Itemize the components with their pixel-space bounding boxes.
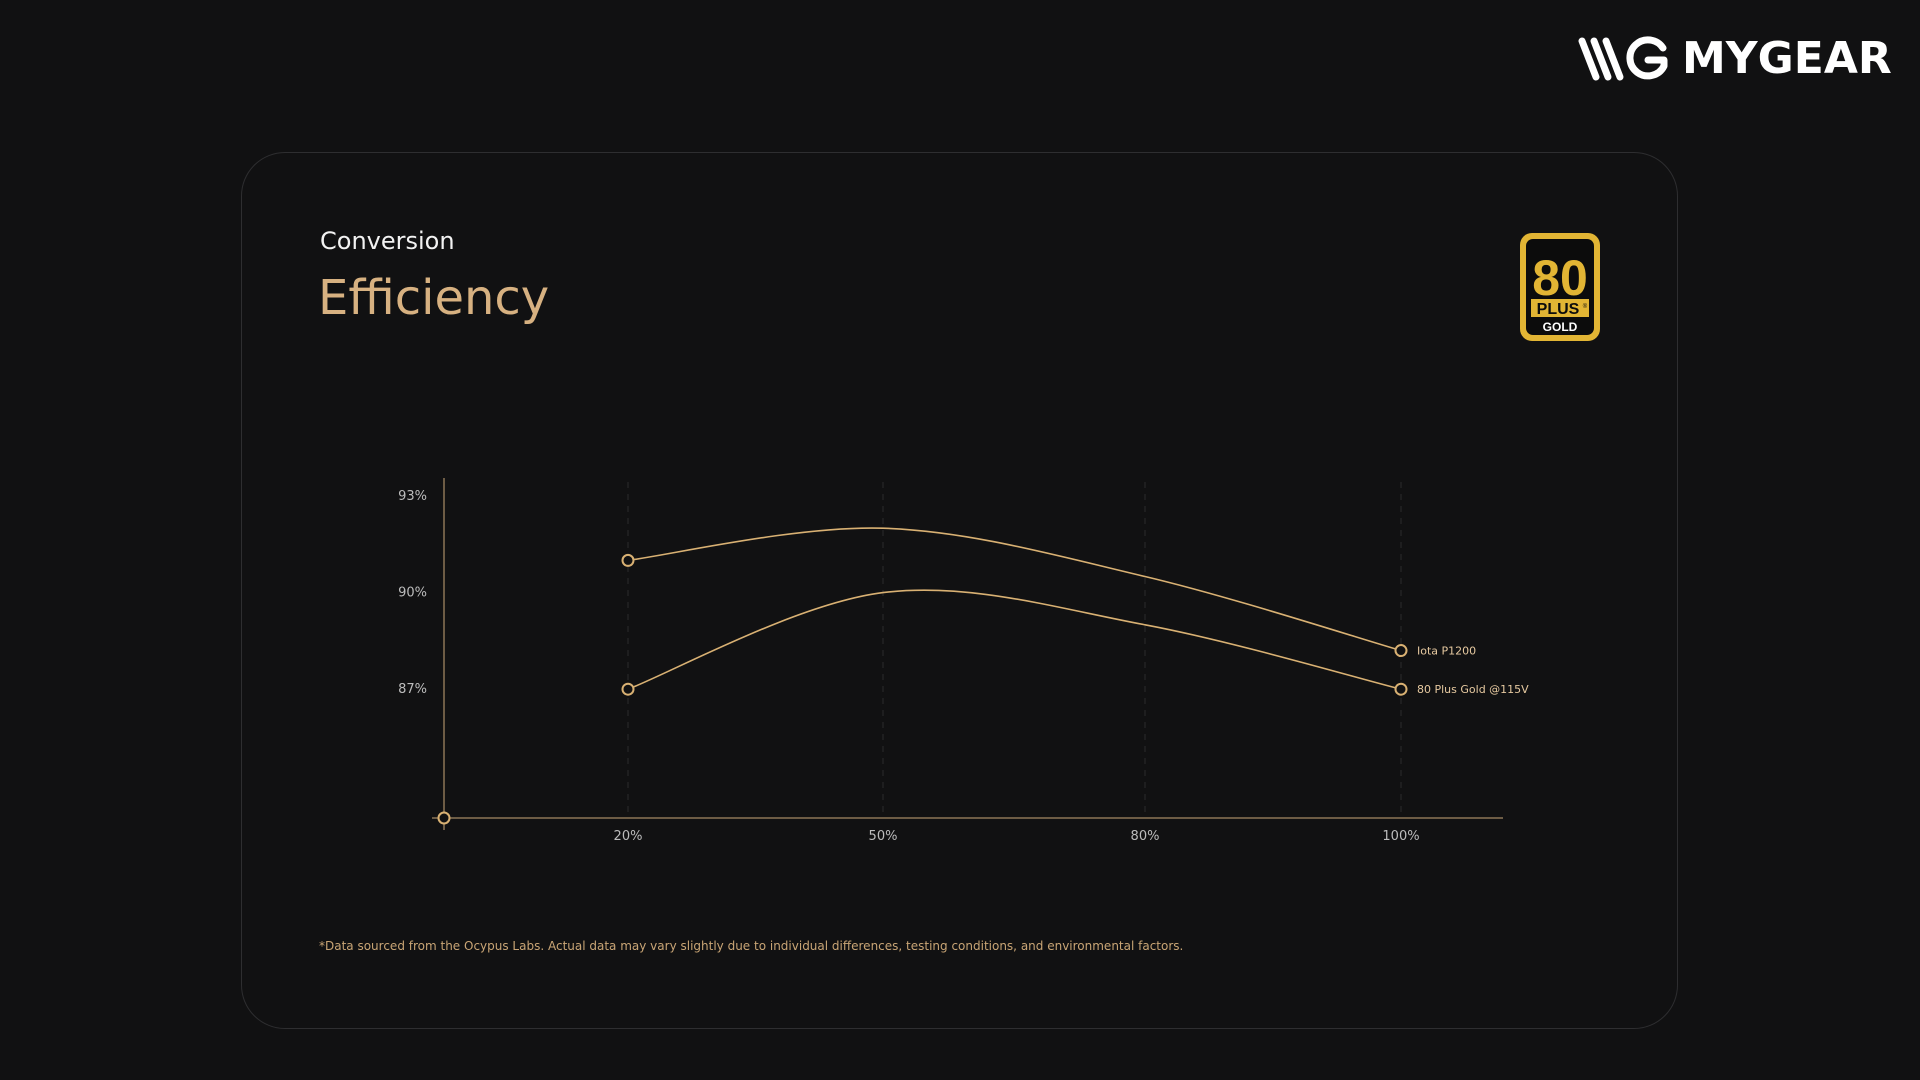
footnote: *Data sourced from the Ocypus Labs. Actu… [319,939,1184,953]
series-point [1394,682,1408,696]
y-tick-label: 87% [398,682,427,697]
x-tick-label: 20% [614,829,643,844]
series-point [1394,644,1408,658]
series-point [621,553,635,567]
x-tick-labels: 20% 50% 80% 100% [614,829,1420,844]
series-point [621,682,635,696]
badge-number: 80 [1532,250,1588,306]
series-line [627,589,1402,690]
80-plus-gold-badge: 80 PLUS ® GOLD [1520,233,1600,341]
chart-series: Iota P1200 80 Plus Gold @115V [621,527,1529,696]
y-tick-label: 93% [398,489,427,504]
series-line [627,527,1402,652]
efficiency-card [241,152,1678,1029]
badge-plus: PLUS [1537,301,1580,318]
x-tick-label: 100% [1382,829,1419,844]
y-tick-label: 90% [398,586,427,601]
x-tick-label: 80% [1131,829,1160,844]
chart-grid [627,482,1402,818]
badge-registered: ® [1583,303,1588,310]
origin-point [437,811,451,825]
mg-logo-icon [1578,36,1668,81]
badge-grade: GOLD [1543,320,1578,334]
series-label: 80 Plus Gold @115V [1417,683,1529,696]
x-tick-label: 50% [869,829,898,844]
brand-name: MYGEAR [1682,33,1892,84]
card-title: Efficiency [318,270,550,326]
brand-logo: MYGEAR [1578,36,1892,82]
series-label: Iota P1200 [1417,645,1476,658]
card-subtitle: Conversion [320,227,455,255]
y-tick-labels: 93% 90% 87% [398,489,427,697]
